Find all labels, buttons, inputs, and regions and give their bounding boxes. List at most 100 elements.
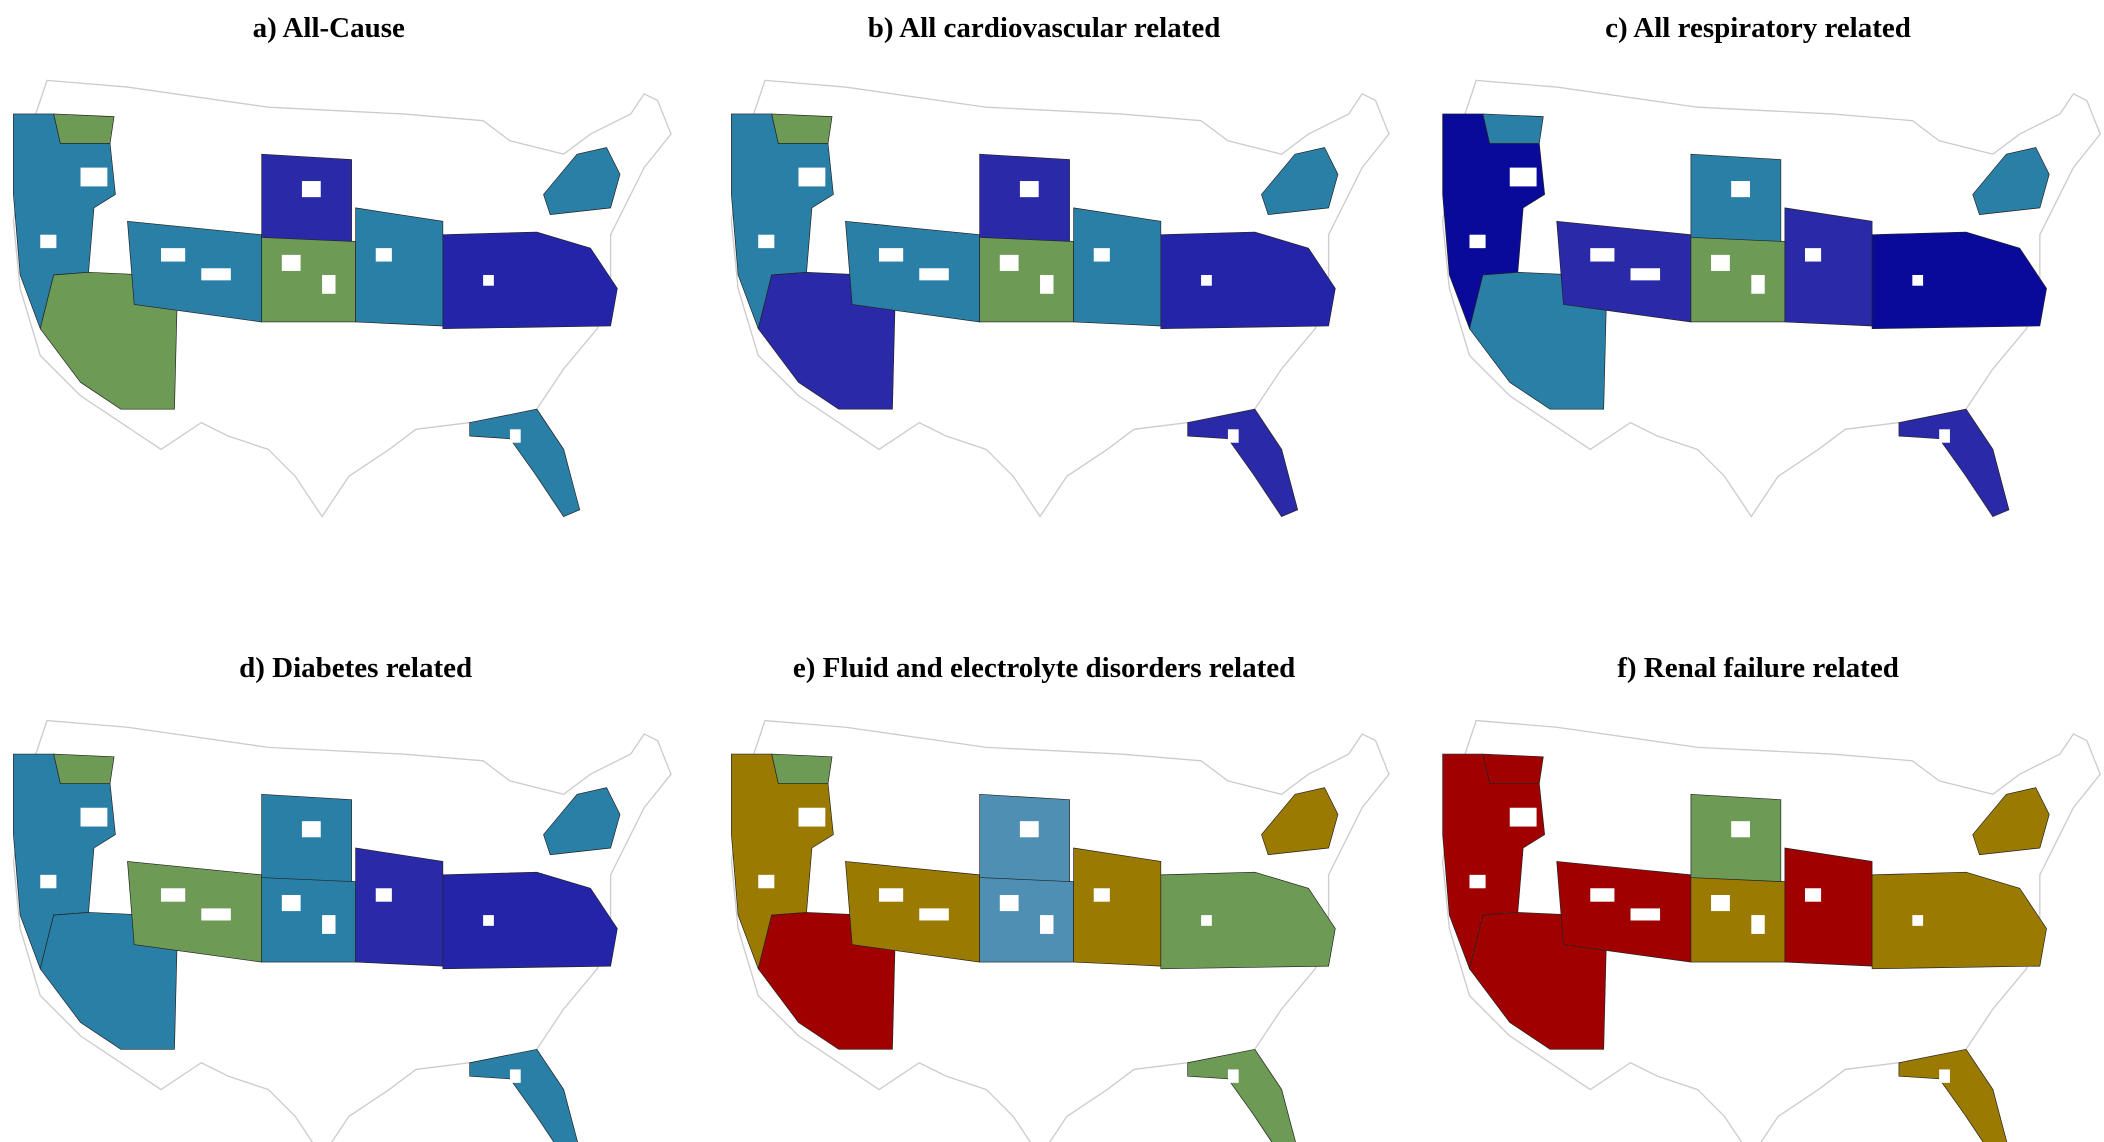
no-data-area xyxy=(81,168,108,187)
no-data-area xyxy=(1510,808,1537,827)
no-data-area xyxy=(282,895,301,911)
no-data-area xyxy=(1094,248,1110,261)
no-data-area xyxy=(1201,275,1212,286)
no-data-area xyxy=(1939,429,1950,442)
region xyxy=(54,114,114,144)
map-panel xyxy=(1443,80,2101,516)
region xyxy=(470,1049,580,1142)
no-data-area xyxy=(1590,888,1614,901)
no-data-area xyxy=(1094,888,1110,901)
no-data-area xyxy=(201,908,231,920)
no-data-area xyxy=(302,821,321,837)
region xyxy=(1188,409,1298,516)
no-data-area xyxy=(1040,275,1053,294)
no-data-area xyxy=(201,268,231,280)
region xyxy=(980,794,1070,881)
region xyxy=(262,235,356,322)
no-data-area xyxy=(1510,168,1537,187)
region xyxy=(1074,848,1161,966)
region xyxy=(54,754,114,784)
no-data-area xyxy=(1939,1069,1950,1082)
no-data-area xyxy=(1631,268,1661,280)
region xyxy=(1074,208,1161,326)
no-data-area xyxy=(161,248,185,261)
region xyxy=(1691,235,1785,322)
no-data-area xyxy=(1731,181,1750,197)
no-data-area xyxy=(161,888,185,901)
no-data-area xyxy=(40,875,56,888)
region xyxy=(1785,208,1872,326)
region xyxy=(772,114,832,144)
no-data-area xyxy=(1805,248,1821,261)
no-data-area xyxy=(510,429,521,442)
region xyxy=(1483,754,1543,784)
no-data-area xyxy=(798,168,825,187)
no-data-area xyxy=(483,275,494,286)
region xyxy=(980,235,1074,322)
no-data-area xyxy=(919,268,949,280)
no-data-area xyxy=(322,275,335,294)
no-data-area xyxy=(40,235,56,248)
region xyxy=(1899,409,2009,516)
no-data-area xyxy=(376,248,392,261)
no-data-area xyxy=(322,915,335,934)
region xyxy=(470,409,580,516)
no-data-area xyxy=(510,1069,521,1082)
panel-title: b) All cardiovascular related xyxy=(868,12,1221,44)
no-data-area xyxy=(1020,181,1039,197)
panel-title: d) Diabetes related xyxy=(239,652,472,684)
no-data-area xyxy=(1469,875,1485,888)
region xyxy=(262,794,352,881)
no-data-area xyxy=(1469,235,1485,248)
no-data-area xyxy=(758,235,774,248)
no-data-area xyxy=(1751,275,1764,294)
no-data-area xyxy=(1805,888,1821,901)
region xyxy=(1188,1049,1298,1142)
map-panel xyxy=(731,80,1389,516)
no-data-area xyxy=(1631,908,1661,920)
panel-title: c) All respiratory related xyxy=(1605,12,1911,44)
no-data-area xyxy=(302,181,321,197)
region xyxy=(262,875,356,962)
region xyxy=(1483,114,1543,144)
no-data-area xyxy=(1000,255,1019,271)
figure: a) All-Cause b) All cardiovascular relate… xyxy=(0,0,2104,1142)
no-data-area xyxy=(1751,915,1764,934)
no-data-area xyxy=(1912,275,1923,286)
region xyxy=(1691,875,1785,962)
no-data-area xyxy=(919,908,949,920)
region xyxy=(262,154,352,241)
no-data-area xyxy=(1711,895,1730,911)
map-panel xyxy=(13,721,671,1142)
region xyxy=(980,154,1070,241)
no-data-area xyxy=(483,915,494,926)
no-data-area xyxy=(376,888,392,901)
no-data-area xyxy=(1040,915,1053,934)
region xyxy=(980,875,1074,962)
no-data-area xyxy=(1000,895,1019,911)
panel-title: f) Renal failure related xyxy=(1617,652,1899,684)
no-data-area xyxy=(798,808,825,827)
region xyxy=(356,848,443,966)
no-data-area xyxy=(1590,248,1614,261)
region xyxy=(1691,794,1781,881)
region xyxy=(1899,1049,2009,1142)
region xyxy=(1691,154,1781,241)
map-panel xyxy=(731,721,1389,1142)
region xyxy=(1785,848,1872,966)
no-data-area xyxy=(282,255,301,271)
map-panel xyxy=(13,80,671,516)
panel-title: e) Fluid and electrolyte disorders relat… xyxy=(793,652,1295,684)
no-data-area xyxy=(1228,1069,1239,1082)
region xyxy=(356,208,443,326)
no-data-area xyxy=(1228,429,1239,442)
no-data-area xyxy=(1201,915,1212,926)
no-data-area xyxy=(1711,255,1730,271)
panel-title: a) All-Cause xyxy=(253,12,405,44)
no-data-area xyxy=(879,248,903,261)
no-data-area xyxy=(81,808,108,827)
no-data-area xyxy=(879,888,903,901)
no-data-area xyxy=(1020,821,1039,837)
map-panel xyxy=(1443,721,2101,1142)
no-data-area xyxy=(1731,821,1750,837)
